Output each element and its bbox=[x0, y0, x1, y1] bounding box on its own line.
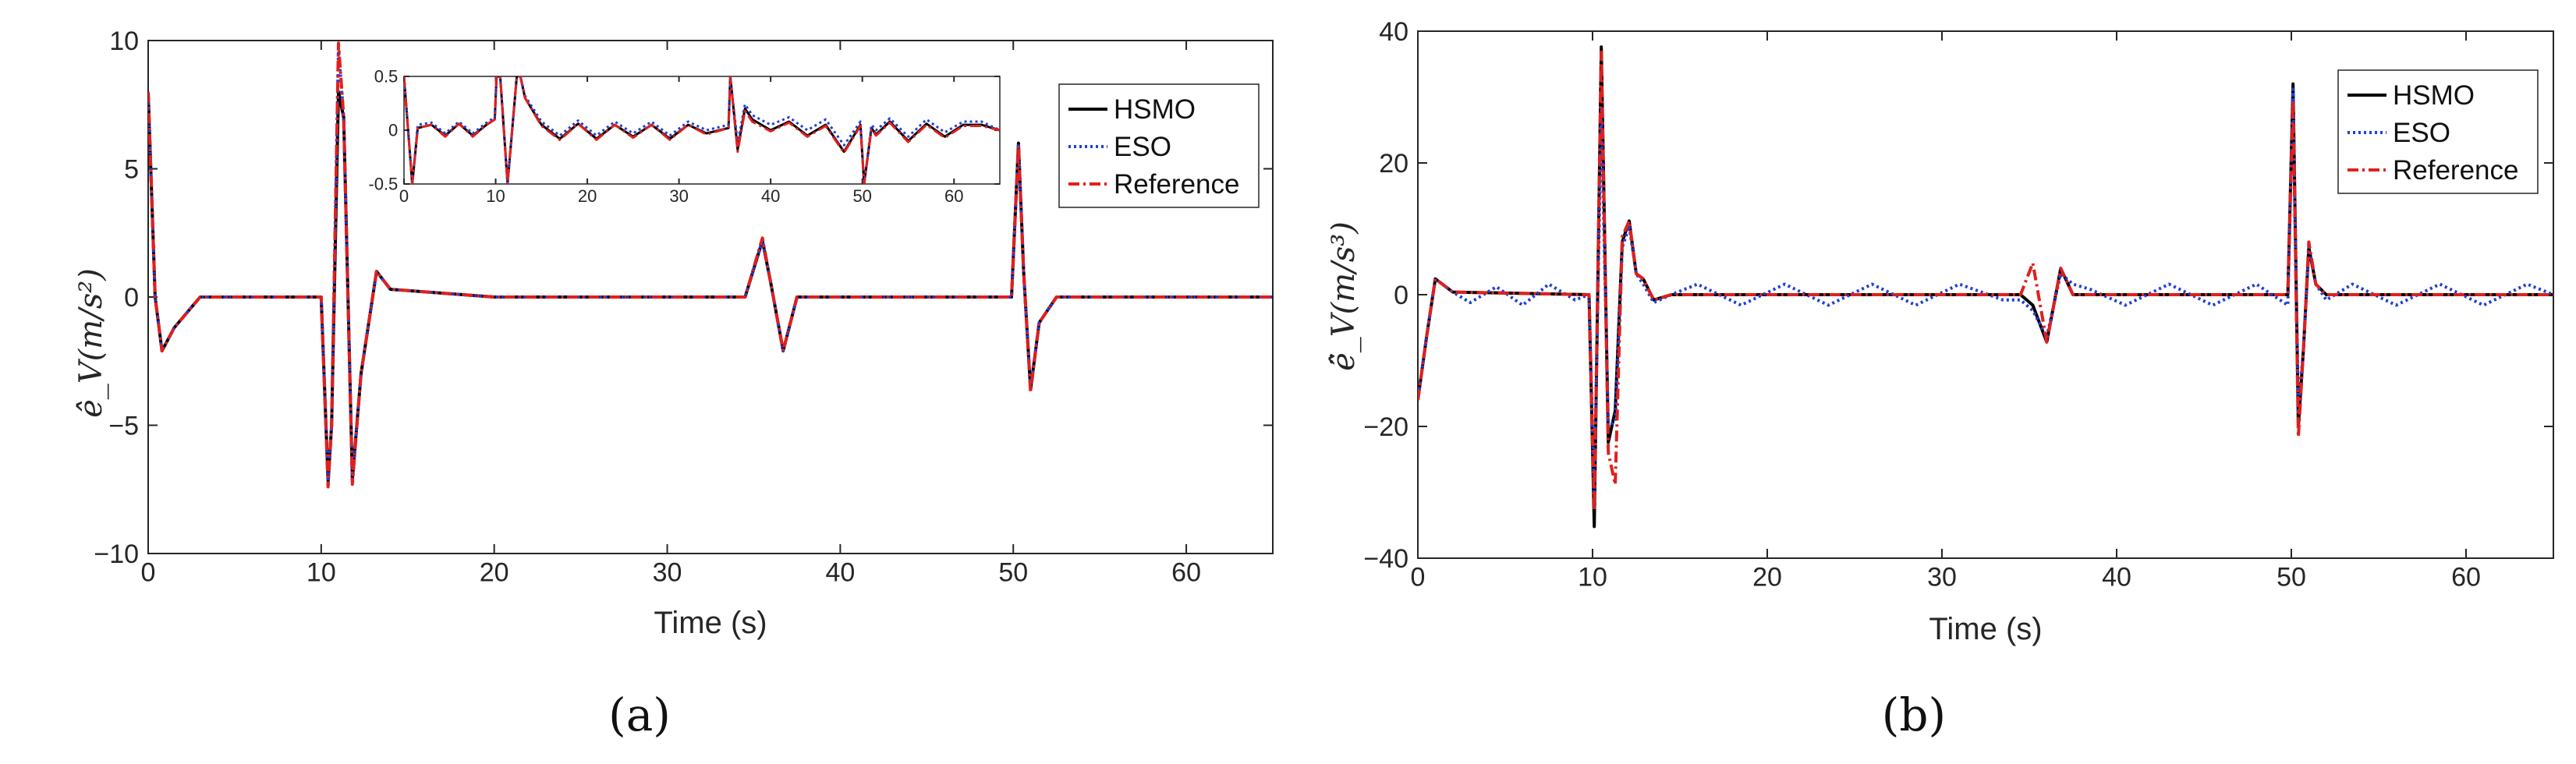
chart-a-xtick-label: 30 bbox=[653, 558, 682, 588]
chart-a-xtick-label: 10 bbox=[306, 558, 336, 588]
chart-a-xtick-label: 60 bbox=[1171, 558, 1201, 588]
chart-a-inset-xtick-label: 30 bbox=[669, 186, 688, 206]
chart-b-xtick-label: 30 bbox=[1927, 563, 1957, 592]
chart-b-ytick-label: 0 bbox=[1394, 281, 1408, 310]
chart-b-xtick-label: 40 bbox=[2102, 563, 2131, 592]
chart-a-inset-ytick-label: 0.5 bbox=[374, 67, 399, 87]
chart-b-xtick-label: 50 bbox=[2277, 563, 2306, 592]
chart-a-inset: 0.50-0.5 0 10 20 30 40 50 60 bbox=[368, 67, 1001, 206]
chart-b-panel-label: (b) bbox=[1882, 688, 1946, 741]
chart-b-ytick-label: 20 bbox=[1379, 149, 1408, 179]
chart-a-inset-xtick-label: 40 bbox=[761, 186, 780, 206]
chart-a-xtick-label: 20 bbox=[480, 558, 509, 588]
chart-b: 40 20 0 −20 −40 0 10 20 30 40 50 60 ë̂_V(m/s³) Tim… bbox=[1326, 17, 2554, 741]
chart-b-legend: HSMO ESO Reference bbox=[2337, 69, 2539, 194]
chart-a-inset-xtick-label: 20 bbox=[578, 186, 597, 206]
chart-a-panel-label: (a) bbox=[608, 688, 671, 741]
chart-a-series bbox=[148, 41, 1273, 489]
chart-a-inset-series-eso bbox=[404, 76, 1000, 184]
chart-b-ytick-label: −40 bbox=[1363, 544, 1408, 574]
chart-a-ytick-label: −10 bbox=[94, 539, 139, 569]
chart-b-series bbox=[1418, 45, 2553, 529]
chart-a-inset-ytick-label: -0.5 bbox=[368, 175, 398, 194]
chart-a-legend-label-eso: ESO bbox=[1114, 132, 1171, 162]
chart-a-ytick-label: 0 bbox=[124, 283, 139, 313]
chart-a-inset-xtick-label: 50 bbox=[852, 186, 871, 206]
chart-a-inset-y-ticks: 0.5 0 -0.5 bbox=[368, 67, 1000, 194]
chart-a-xtick-label: 0 bbox=[141, 558, 156, 588]
chart-b-series-reference bbox=[1418, 51, 2553, 513]
chart-a-legend-label-reference: Reference bbox=[1114, 169, 1239, 200]
chart-a-legend-label-hsmo: HSMO bbox=[1114, 94, 1196, 125]
chart-a-inset-xtick-label: 0 bbox=[399, 186, 409, 206]
chart-b-xlabel: Time (s) bbox=[1929, 612, 2042, 646]
chart-b-ytick-label: 40 bbox=[1379, 17, 1408, 47]
chart-a-inset-series bbox=[404, 76, 1000, 184]
chart-b-legend-label-hsmo: HSMO bbox=[2393, 80, 2475, 111]
chart-b-xtick-label: 10 bbox=[1578, 563, 1607, 592]
chart-a-xtick-label: 50 bbox=[998, 558, 1028, 588]
chart-a-series-reference bbox=[148, 41, 1273, 489]
chart-a-legend: HSMO ESO Reference bbox=[1058, 83, 1260, 208]
chart-a-ytick-label: −5 bbox=[108, 411, 139, 440]
chart-b-xtick-label: 0 bbox=[1411, 563, 1426, 592]
chart-b-legend-box bbox=[2337, 69, 2539, 194]
chart-a-inset-ytick-label: 0 bbox=[388, 121, 398, 140]
chart-b-xtick-label: 60 bbox=[2451, 563, 2481, 592]
chart-a-inset-xtick-label: 60 bbox=[944, 186, 963, 206]
chart-a-ylabel: ê̂_V(m/s²) bbox=[73, 268, 109, 418]
chart-b-ylabel: ë̂_V(m/s³) bbox=[1326, 221, 1362, 371]
chart-a-ytick-label: 10 bbox=[109, 27, 139, 56]
chart-b-legend-label-reference: Reference bbox=[2393, 155, 2518, 186]
chart-a-xtick-label: 40 bbox=[825, 558, 855, 588]
chart-a-inset-series-reference bbox=[404, 76, 1000, 184]
chart-b-ytick-label: −20 bbox=[1363, 412, 1408, 442]
chart-a-x-ticks: 0 10 20 30 40 50 60 bbox=[141, 41, 1201, 588]
chart-a-inset-xtick-label: 10 bbox=[486, 186, 505, 206]
chart-b-x-ticks: 0 10 20 30 40 50 60 bbox=[1411, 31, 2481, 592]
chart-a-xlabel: Time (s) bbox=[654, 606, 767, 640]
chart-b-xtick-label: 20 bbox=[1752, 563, 1782, 592]
chart-a-inset-x-ticks: 0 10 20 30 40 50 60 bbox=[399, 76, 963, 206]
chart-a-ytick-label: 5 bbox=[124, 154, 139, 184]
chart-b-legend-label-eso: ESO bbox=[2393, 118, 2450, 148]
